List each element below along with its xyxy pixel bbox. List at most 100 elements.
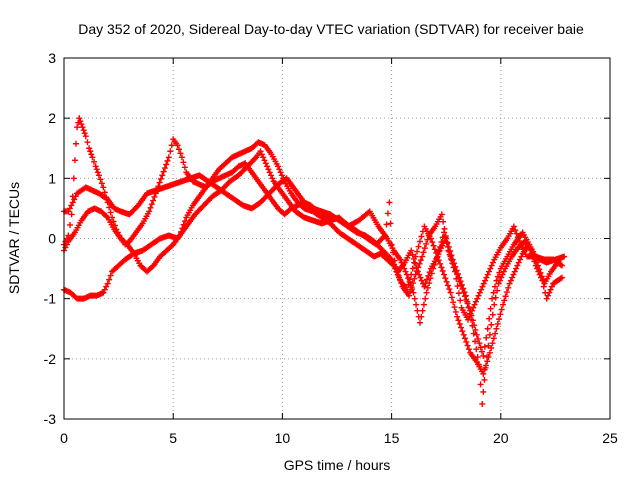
data-point-track-3 — [386, 199, 393, 206]
data-point-track-4 — [390, 262, 397, 269]
data-point-track-2 — [432, 258, 439, 265]
data-point-track-3 — [69, 193, 76, 200]
data-point-track-3 — [466, 313, 473, 320]
data-point-track-3 — [147, 204, 154, 211]
data-point-track-4 — [181, 218, 188, 225]
data-point-track-2 — [473, 346, 480, 353]
data-point-track-4 — [446, 286, 453, 293]
data-point-track-3 — [453, 275, 460, 282]
data-point-track-3 — [101, 189, 108, 196]
data-point-track-3 — [94, 169, 101, 176]
data-point-track-3 — [98, 180, 105, 187]
data-point-track-4 — [510, 271, 517, 278]
data-point-track-1 — [476, 340, 483, 347]
data-point-track-3 — [424, 236, 431, 243]
data-point-track-3 — [383, 221, 390, 228]
data-point-track-1 — [261, 157, 268, 164]
data-point-track-2 — [68, 202, 75, 209]
data-point-track-2 — [134, 203, 141, 210]
data-point-track-4 — [178, 228, 185, 235]
data-point-track-3 — [482, 277, 489, 284]
data-point-track-3 — [411, 275, 418, 282]
data-point-track-4 — [503, 289, 510, 296]
data-point-track-4 — [450, 299, 457, 306]
data-point-track-1 — [101, 286, 108, 293]
data-point-track-4 — [535, 268, 542, 275]
y-tick-label: -1 — [44, 291, 57, 307]
data-point-track-4 — [490, 335, 497, 342]
data-point-track-1 — [473, 331, 480, 338]
plot-frame — [63, 57, 611, 420]
data-point-track-3 — [76, 115, 83, 122]
data-point-track-2 — [461, 289, 468, 296]
data-point-track-1 — [103, 283, 110, 290]
data-point-track-2 — [470, 330, 477, 337]
data-point-track-4 — [492, 330, 499, 337]
data-point-track-1 — [484, 325, 491, 332]
data-point-track-3 — [84, 139, 91, 146]
data-point-track-4 — [452, 308, 459, 315]
data-point-track-4 — [406, 276, 413, 283]
data-point-track-1 — [480, 352, 487, 359]
data-point-track-4 — [537, 274, 544, 281]
data-point-track-2 — [418, 313, 425, 320]
data-point-track-2 — [416, 319, 423, 326]
data-point-track-3 — [80, 127, 87, 134]
data-point-track-3 — [455, 290, 462, 297]
data-point-track-4 — [509, 274, 516, 281]
data-point-track-1 — [409, 251, 416, 258]
data-point-track-4 — [418, 233, 425, 240]
data-point-track-3 — [479, 283, 486, 290]
data-point-track-3 — [156, 179, 163, 186]
data-point-track-4 — [498, 306, 505, 313]
data-point-track-2 — [456, 274, 463, 281]
y-axis-title: SDTVAR / TECUs — [6, 182, 22, 294]
data-point-track-1 — [475, 335, 482, 342]
data-point-track-4 — [539, 277, 546, 284]
data-point-track-2 — [500, 268, 507, 275]
data-point-track-4 — [494, 320, 501, 327]
data-point-track-3 — [448, 255, 455, 262]
data-point-track-2 — [401, 265, 408, 272]
y-tick-label: 0 — [48, 231, 56, 247]
data-point-track-3 — [441, 225, 448, 232]
data-point-track-4 — [543, 295, 550, 302]
data-point-track-3 — [148, 201, 155, 208]
data-point-track-2 — [399, 262, 406, 269]
data-point-track-4 — [431, 246, 438, 253]
data-point-track-4 — [447, 289, 454, 296]
data-point-track-2 — [499, 271, 506, 278]
data-point-track-3 — [152, 190, 159, 197]
data-point-track-3 — [77, 118, 84, 125]
data-point-track-4 — [464, 342, 471, 349]
data-point-track-3 — [440, 218, 447, 225]
data-point-track-3 — [438, 211, 445, 218]
data-point-track-2 — [398, 259, 405, 266]
data-point-track-3 — [154, 186, 161, 193]
data-point-track-2 — [410, 289, 417, 296]
data-point-track-3 — [468, 307, 475, 314]
grid — [64, 58, 610, 419]
data-point-track-3 — [514, 234, 521, 241]
x-tick-label: 15 — [384, 430, 400, 446]
data-point-track-3 — [413, 267, 420, 274]
data-point-track-3 — [86, 145, 93, 152]
data-point-track-3 — [67, 221, 74, 228]
x-tick-label: 0 — [60, 430, 68, 446]
data-point-track-4 — [530, 254, 537, 261]
data-point-track-4 — [280, 175, 287, 182]
data-point-track-3 — [470, 304, 477, 311]
data-point-track-1 — [421, 283, 428, 290]
data-point-track-4 — [448, 294, 455, 301]
data-point-track-3 — [388, 241, 395, 248]
data-point-track-3 — [382, 232, 389, 239]
data-point-track-3 — [512, 227, 519, 234]
data-point-track-4 — [518, 253, 525, 260]
x-tick-label: 5 — [169, 430, 177, 446]
data-point-track-2 — [414, 307, 421, 314]
data-point-track-4 — [511, 268, 518, 275]
data-point-track-2 — [427, 275, 434, 282]
data-point-track-2 — [496, 277, 503, 284]
data-point-track-3 — [420, 249, 427, 256]
data-point-track-3 — [157, 175, 164, 182]
